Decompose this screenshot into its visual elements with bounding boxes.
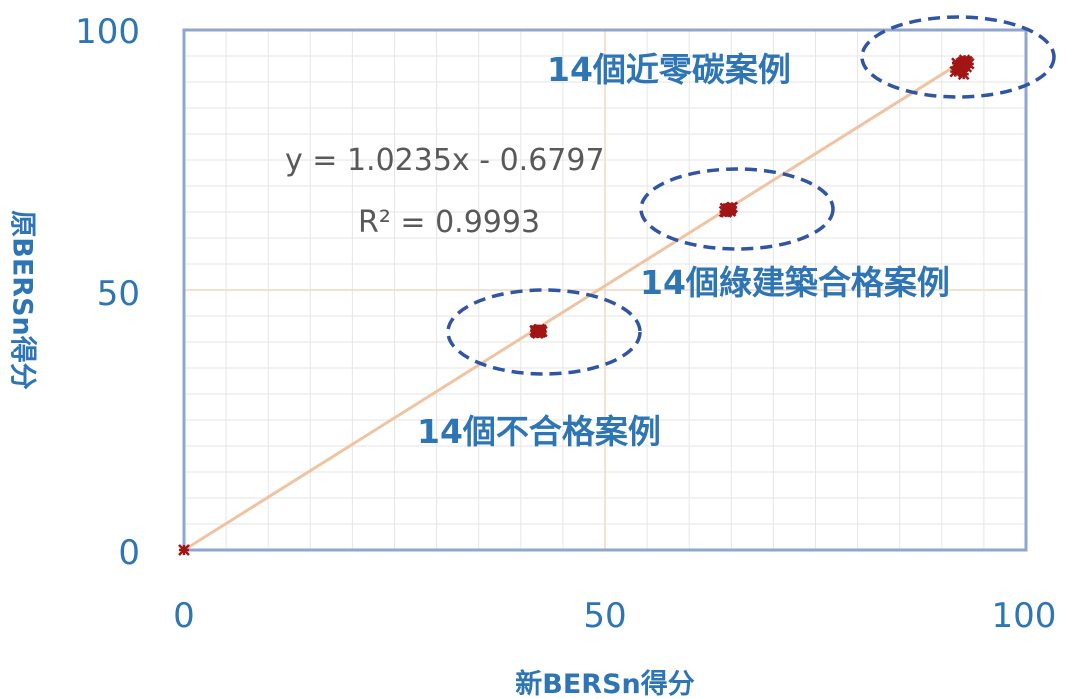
trendline-r-squared: R² = 0.9993 — [358, 205, 540, 240]
x-tick-label: 100 — [992, 596, 1057, 636]
x-axis-title: 新BERSn得分 — [515, 668, 694, 699]
y-tick-label: 50 — [97, 274, 140, 314]
data-point — [724, 203, 737, 216]
data-point — [958, 54, 971, 67]
y-axis-title: 原BERSn得分 — [7, 210, 38, 389]
y-tick-label: 0 — [118, 533, 140, 573]
group-label-failed: 14個不合格案例 — [417, 412, 661, 451]
trendline — [183, 57, 968, 552]
x-tick-label: 0 — [173, 596, 195, 636]
trendline-layer — [183, 57, 968, 552]
group-ellipse-green-building — [639, 167, 835, 251]
data-point — [533, 325, 546, 338]
grid — [184, 30, 1026, 550]
trendline-equation: y = 1.0235x - 0.6797 — [285, 143, 605, 178]
data-point — [178, 544, 190, 556]
group-ellipse-failed — [446, 288, 642, 376]
points-layer — [178, 54, 975, 556]
group-label-green-building: 14個綠建築合格案例 — [640, 263, 950, 302]
plot-area — [182, 28, 1028, 552]
group-ellipse-near-zero-carbon — [860, 15, 1056, 99]
x-tick-label: 50 — [583, 596, 626, 636]
y-tick-label: 100 — [75, 12, 140, 52]
group-label-near-zero-carbon: 14個近零碳案例 — [547, 50, 791, 89]
